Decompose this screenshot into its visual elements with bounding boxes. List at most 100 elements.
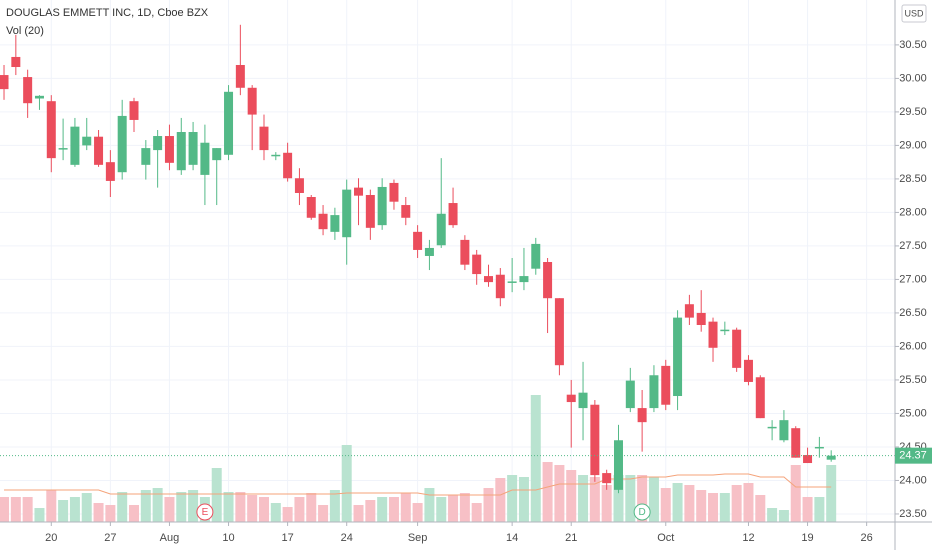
candle-body — [271, 154, 281, 157]
volume-bar — [223, 492, 234, 522]
candle-body — [578, 392, 588, 409]
x-tick-label: 10 — [222, 532, 234, 544]
volume-bar — [696, 490, 707, 522]
candle-body — [354, 187, 364, 196]
volume-bar — [672, 483, 683, 522]
candle-body — [11, 56, 21, 68]
candle-body — [141, 148, 151, 165]
candle-body — [424, 247, 434, 256]
candle-body — [436, 213, 446, 246]
volume-bar — [625, 475, 636, 522]
candle-body — [129, 101, 139, 120]
candle-body — [377, 186, 387, 226]
candle-body — [0, 75, 9, 90]
candle-body — [58, 148, 68, 150]
volume-bar — [530, 395, 541, 522]
volume-bar — [613, 475, 624, 522]
volume-bar — [790, 465, 801, 522]
y-tick-label: 26.00 — [899, 340, 927, 352]
candle-body — [673, 317, 683, 397]
volume-bar — [164, 497, 175, 522]
candle-body — [224, 91, 234, 155]
volume-bar — [719, 493, 730, 522]
candle-body — [70, 126, 80, 165]
candle-body — [637, 408, 647, 423]
candle-body — [472, 254, 482, 275]
candle-body — [519, 276, 529, 283]
volume-bar — [412, 503, 423, 522]
volume-bar — [601, 485, 612, 522]
candle-body — [684, 304, 694, 318]
candle-body — [176, 132, 186, 171]
candle-body — [460, 239, 470, 265]
last-price-label: 24.37 — [899, 450, 927, 462]
candle-body — [318, 213, 328, 230]
event-marker — [633, 503, 651, 521]
volume-bar — [93, 503, 104, 522]
y-tick-label: 25.50 — [899, 374, 927, 386]
y-tick-label: 28.50 — [899, 173, 927, 185]
volume-bar — [388, 497, 399, 522]
x-tick-label: 26 — [861, 532, 873, 544]
y-tick-label: 30.00 — [899, 72, 927, 84]
candle-body — [531, 243, 541, 269]
candle-body — [117, 115, 127, 173]
volume-bar — [353, 505, 364, 522]
candle-body — [743, 359, 753, 382]
y-tick-label: 29.00 — [899, 139, 927, 151]
volume-bar — [554, 465, 565, 522]
volume-bar — [424, 488, 435, 522]
x-tick-label: 24 — [341, 532, 353, 544]
candle-body — [342, 189, 352, 238]
x-tick-label: 14 — [506, 532, 518, 544]
y-tick-label: 28.00 — [899, 206, 927, 218]
currency-box[interactable] — [901, 4, 927, 23]
volume-bar — [802, 497, 813, 522]
volume-bar — [436, 497, 447, 522]
candle-body — [803, 454, 813, 464]
candle-body — [708, 321, 718, 348]
candle-body — [413, 231, 423, 250]
candle-body — [732, 329, 742, 368]
volume-bar — [105, 505, 116, 522]
volume-bar — [318, 505, 329, 522]
candle-body — [306, 197, 316, 218]
candle-body — [365, 194, 375, 228]
volume-bar — [637, 475, 648, 522]
candle-body — [105, 162, 115, 181]
volume-bar — [46, 490, 57, 522]
candle-body — [153, 136, 163, 151]
candle-body — [247, 87, 257, 115]
candle-body — [566, 394, 576, 403]
candle-body — [779, 420, 789, 441]
volume-bar — [211, 468, 222, 522]
candle-body — [235, 64, 245, 88]
candle-body — [330, 215, 340, 232]
candle-body — [94, 136, 104, 165]
candle-body — [164, 136, 174, 163]
volume-bar — [152, 488, 163, 522]
volume-bar — [507, 475, 518, 522]
volume-bar — [708, 493, 719, 522]
x-tick-label: Aug — [160, 532, 180, 544]
volume-bar — [235, 492, 246, 522]
candle-body — [791, 428, 801, 458]
volume-bar — [0, 497, 10, 522]
candle-body — [23, 77, 33, 104]
volume-bar — [566, 470, 577, 522]
volume-bar — [483, 488, 494, 522]
last-price-box — [895, 447, 932, 464]
y-tick-label: 27.50 — [899, 240, 927, 252]
candle-body — [200, 142, 210, 175]
volume-bar — [518, 477, 529, 522]
volume-bar — [294, 497, 305, 522]
volume-bar — [778, 510, 789, 522]
x-tick-label: Sep — [408, 532, 428, 544]
volume-bar — [459, 493, 470, 522]
event-label: E — [202, 507, 209, 518]
candle-body — [543, 262, 553, 299]
volume-bar — [814, 497, 825, 522]
volume-bar — [648, 477, 659, 522]
x-tick-label: 27 — [104, 532, 116, 544]
candle-body — [212, 148, 222, 161]
